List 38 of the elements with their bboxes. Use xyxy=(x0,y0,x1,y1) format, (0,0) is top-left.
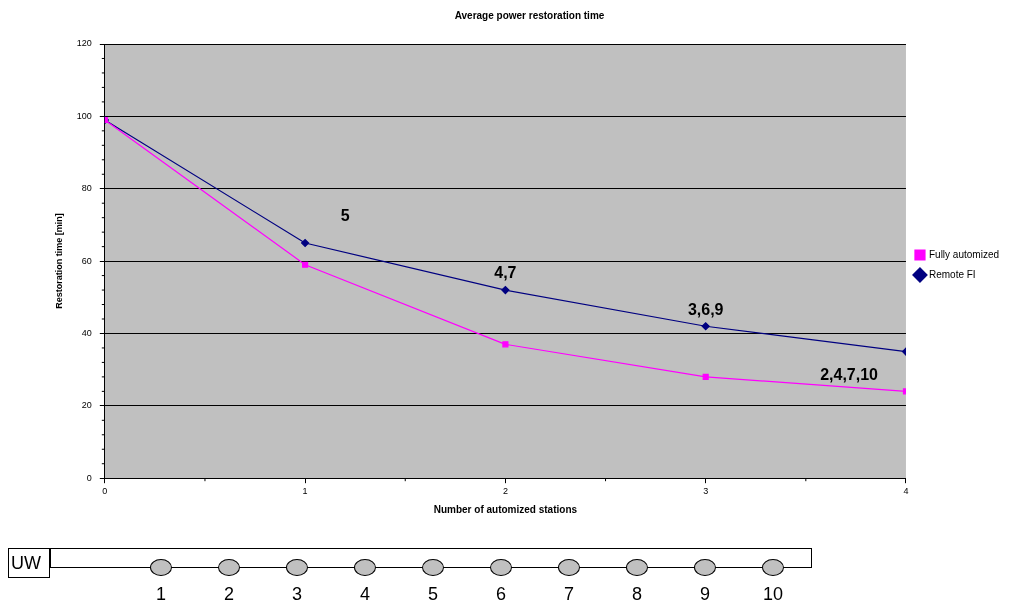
y-axis-title: Restoration time [min] xyxy=(53,213,64,309)
point xyxy=(702,373,709,380)
point xyxy=(502,341,509,348)
text: 8 xyxy=(631,584,643,605)
legend-label: Fully automized xyxy=(928,248,999,260)
x-tick-label: 2 xyxy=(502,486,508,497)
text: 3 xyxy=(291,584,303,605)
text: 1 xyxy=(155,584,167,605)
y-tick-label: 80 xyxy=(81,183,92,194)
legend-label: Remote FI xyxy=(928,268,976,280)
y-tick-label: 0 xyxy=(86,472,92,483)
y-tick-label: 60 xyxy=(81,255,92,266)
point xyxy=(501,285,510,295)
point xyxy=(701,322,710,331)
x-axis-title: Number of automized stations xyxy=(433,503,578,515)
x-tick-label: 3 xyxy=(703,486,709,497)
y-tick-label: 100 xyxy=(76,110,92,121)
y-tick-label: 40 xyxy=(81,327,92,338)
text: 6 xyxy=(495,584,507,605)
text: 7 xyxy=(563,584,575,605)
point xyxy=(301,238,310,248)
chart-title: Average power restoration time xyxy=(454,9,605,21)
text: 4 xyxy=(359,584,371,605)
text: UW xyxy=(8,548,50,578)
y-tick-label: 20 xyxy=(81,400,92,411)
x-tick-label: 4 xyxy=(903,486,909,497)
annotation: 5 xyxy=(340,207,350,225)
text: 9 xyxy=(699,584,711,605)
y-tick-label: 120 xyxy=(76,38,92,49)
annotation: 4,7 xyxy=(494,264,517,282)
text: 2 xyxy=(223,584,235,605)
text: 5 xyxy=(427,584,439,605)
annotation: 3,6,9 xyxy=(687,300,724,318)
point xyxy=(302,261,309,268)
x-tick-label: 0 xyxy=(102,486,108,497)
x-tick-label: 1 xyxy=(302,486,308,497)
annotation: 2,4,7,10 xyxy=(820,365,879,383)
text: 10 xyxy=(762,584,784,605)
